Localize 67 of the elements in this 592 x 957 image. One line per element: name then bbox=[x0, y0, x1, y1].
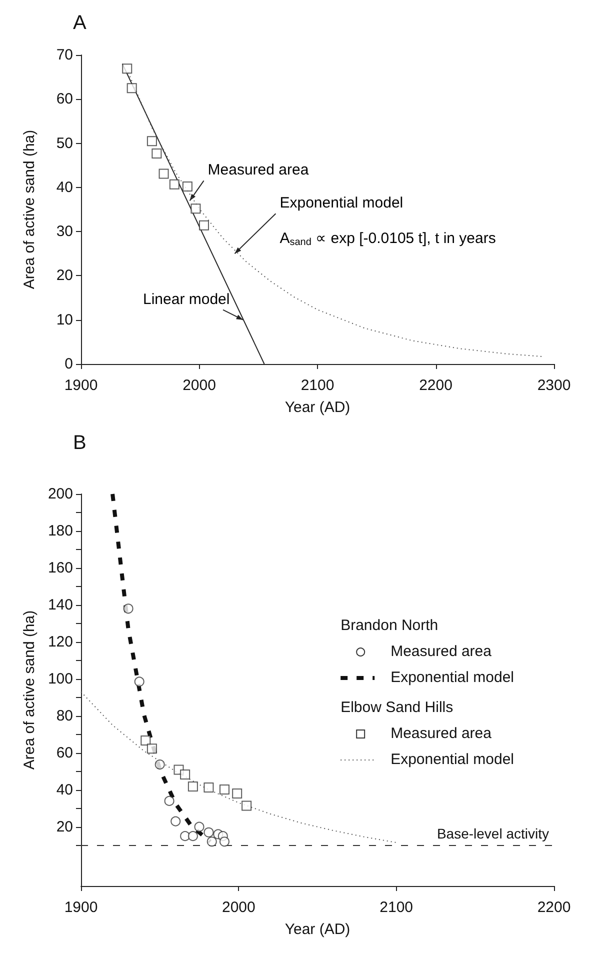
point bbox=[232, 788, 242, 799]
y-tick-label: 120 bbox=[48, 633, 73, 650]
legend-label: Exponential model bbox=[390, 669, 514, 686]
point bbox=[126, 83, 137, 94]
point bbox=[152, 148, 162, 158]
annotation: Linear model bbox=[143, 290, 230, 308]
y-tick-label: 50 bbox=[56, 134, 73, 152]
point bbox=[188, 782, 198, 792]
x-tick-label: 2200 bbox=[419, 377, 452, 394]
point bbox=[180, 770, 190, 780]
point bbox=[146, 744, 157, 754]
point bbox=[182, 182, 192, 192]
point bbox=[194, 822, 204, 832]
point bbox=[169, 179, 180, 190]
y-tick-label: 0 bbox=[64, 356, 73, 372]
point bbox=[134, 676, 144, 687]
annotation: Exponential model bbox=[280, 194, 404, 212]
y-tick-label: 70 bbox=[56, 46, 73, 64]
x-tick-label: 2000 bbox=[222, 899, 256, 916]
y-tick-label: 200 bbox=[48, 486, 73, 502]
y-tick-label: 20 bbox=[56, 818, 73, 836]
ref-line-label: Base-level activity bbox=[436, 825, 549, 842]
point bbox=[154, 760, 165, 770]
annotation: Measured area bbox=[208, 162, 310, 179]
point bbox=[204, 782, 214, 792]
point bbox=[198, 220, 209, 230]
point bbox=[158, 168, 169, 179]
point bbox=[242, 800, 252, 811]
y-tick-label: 80 bbox=[56, 707, 73, 724]
y-tick-label: 40 bbox=[56, 178, 73, 196]
y-tick-label: 160 bbox=[48, 559, 73, 576]
point bbox=[190, 204, 201, 214]
y-tick-label: 140 bbox=[48, 596, 73, 614]
y-tick-label: 10 bbox=[56, 311, 73, 328]
x-tick-label: 2100 bbox=[300, 377, 334, 394]
x-tick-label: 2200 bbox=[537, 899, 571, 916]
x-axis-title: Year (AD) bbox=[284, 921, 350, 938]
point bbox=[146, 136, 157, 146]
x-tick-label: 2300 bbox=[537, 377, 571, 394]
point bbox=[206, 836, 217, 847]
y-tick-label: 20 bbox=[56, 267, 73, 284]
y-tick-label: 60 bbox=[56, 744, 73, 762]
y-axis-title: Area of active sand (ha) bbox=[21, 610, 38, 770]
x-axis-title: Year (AD) bbox=[284, 399, 350, 416]
y-tick-label: 60 bbox=[56, 90, 73, 108]
point bbox=[219, 836, 230, 847]
annotation: Brandon North bbox=[340, 617, 438, 634]
legend-label: Exponential model bbox=[390, 751, 514, 768]
point bbox=[164, 796, 174, 806]
x-tick-label: 2000 bbox=[182, 377, 216, 394]
y-tick-label: 100 bbox=[48, 670, 73, 688]
point bbox=[219, 784, 230, 794]
chart-title: B bbox=[73, 432, 86, 454]
point bbox=[123, 604, 134, 614]
y-axis-title: Area of active sand (ha) bbox=[21, 130, 38, 290]
legend-label: Measured area bbox=[390, 725, 492, 742]
point bbox=[122, 64, 132, 74]
legend-label: Measured area bbox=[390, 643, 492, 660]
x-tick-label: 1900 bbox=[64, 377, 98, 394]
y-tick-label: 40 bbox=[56, 781, 73, 798]
x-tick-label: 1900 bbox=[64, 899, 98, 916]
y-tick-label: 30 bbox=[56, 223, 73, 240]
annotation: Elbow Sand Hills bbox=[340, 699, 454, 716]
chart-title: A bbox=[73, 12, 87, 34]
y-tick-label: 180 bbox=[48, 522, 73, 540]
x-tick-label: 2100 bbox=[380, 899, 414, 916]
point bbox=[140, 735, 151, 746]
